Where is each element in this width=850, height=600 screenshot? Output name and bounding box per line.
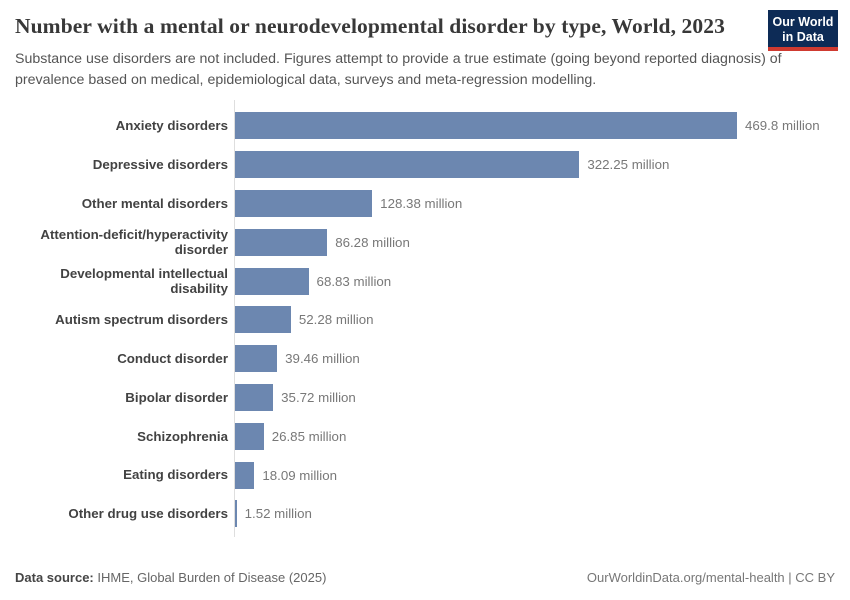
category-label: Conduct disorder bbox=[117, 351, 228, 366]
value-label: 26.85 million bbox=[271, 428, 347, 444]
bar-chart: Anxiety disorders 469.8 million Depressi… bbox=[0, 100, 850, 538]
owid-logo-line1: Our World bbox=[772, 15, 834, 29]
category-label: Depressive disorders bbox=[92, 157, 228, 173]
chart-header: Number with a mental or neurodevelopment… bbox=[0, 0, 850, 91]
bar-track: 1.52 million bbox=[235, 494, 312, 533]
category-label: Developmental intellectual disability bbox=[60, 265, 228, 297]
bar-row: Conduct disorder 39.46 million bbox=[0, 339, 850, 378]
chart-footer: Data source: IHME, Global Burden of Dise… bbox=[0, 570, 850, 600]
bar-row: Developmental intellectual disability 68… bbox=[0, 262, 850, 301]
value-label: 18.09 million bbox=[262, 467, 337, 483]
bar-track: 35.72 million bbox=[235, 378, 356, 417]
value-label: 128.38 million bbox=[380, 195, 463, 211]
category-label: Anxiety disorders bbox=[115, 118, 228, 134]
bar-row: Bipolar disorder 35.72 million bbox=[0, 378, 850, 417]
bar[interactable] bbox=[235, 151, 580, 179]
value-label: 39.46 million bbox=[285, 351, 360, 367]
bar-row: Eating disorders 18.09 million bbox=[0, 456, 850, 495]
bar-row: Autism spectrum disorders 52.28 million bbox=[0, 300, 850, 339]
bar-track: 52.28 million bbox=[235, 300, 374, 339]
chart-subtitle: Substance use disorders are not included… bbox=[15, 50, 782, 89]
bar-row: Other mental disorders 128.38 million bbox=[0, 184, 850, 223]
bar-track: 68.83 million bbox=[235, 262, 391, 301]
data-source-label: Data source: bbox=[15, 570, 94, 585]
bar-track: 18.09 million bbox=[235, 456, 337, 495]
bar-row: Attention-deficit/hyperactivity disorder… bbox=[0, 223, 850, 262]
owid-logo-line2: in Data bbox=[782, 29, 824, 44]
bar[interactable] bbox=[235, 383, 274, 411]
data-source-value: IHME, Global Burden of Disease (2025) bbox=[93, 570, 327, 585]
bar-rows: Anxiety disorders 469.8 million Depressi… bbox=[0, 106, 850, 533]
category-label: Schizophrenia bbox=[137, 428, 228, 444]
category-label: Autism spectrum disorders bbox=[55, 312, 228, 328]
value-label: 469.8 million bbox=[745, 118, 820, 134]
value-label: 68.83 million bbox=[316, 273, 392, 289]
chart-title: Number with a mental or neurodevelopment… bbox=[15, 14, 725, 38]
bar-row: Anxiety disorders 469.8 million bbox=[0, 106, 850, 145]
owid-logo[interactable]: Our World in Data bbox=[768, 10, 838, 51]
category-label: Other mental disorders bbox=[81, 195, 228, 211]
bar-track: 128.38 million bbox=[235, 184, 462, 223]
bar[interactable] bbox=[235, 189, 373, 217]
category-label: Other drug use disorders bbox=[68, 506, 228, 522]
value-label: 52.28 million bbox=[298, 312, 374, 328]
bar-row: Depressive disorders 322.25 million bbox=[0, 145, 850, 184]
y-axis-line bbox=[234, 100, 235, 538]
category-label: Eating disorders bbox=[123, 467, 228, 483]
bar-track: 86.28 million bbox=[235, 223, 410, 262]
bar-track: 26.85 million bbox=[235, 417, 346, 456]
bar-track: 469.8 million bbox=[235, 106, 820, 145]
value-label: 1.52 million bbox=[244, 506, 312, 522]
bar-row: Schizophrenia 26.85 million bbox=[0, 417, 850, 456]
bar-row: Other drug use disorders 1.52 million bbox=[0, 494, 850, 533]
value-label: 322.25 million bbox=[587, 157, 670, 173]
bar[interactable] bbox=[235, 461, 255, 489]
category-label: Bipolar disorder bbox=[125, 389, 228, 405]
bar[interactable] bbox=[235, 500, 237, 528]
bar-track: 39.46 million bbox=[235, 339, 360, 378]
bar[interactable] bbox=[235, 228, 328, 256]
bar[interactable] bbox=[235, 306, 291, 334]
bar[interactable] bbox=[235, 112, 737, 140]
category-label: Attention-deficit/hyperactivity disorder bbox=[40, 226, 228, 258]
value-label: 86.28 million bbox=[335, 234, 410, 250]
value-label: 35.72 million bbox=[281, 389, 356, 405]
bar[interactable] bbox=[235, 345, 278, 373]
bar[interactable] bbox=[235, 267, 309, 295]
bar[interactable] bbox=[235, 422, 264, 450]
bar-track: 322.25 million bbox=[235, 145, 669, 184]
credit-link[interactable]: OurWorldinData.org/mental-health | CC BY bbox=[586, 570, 835, 585]
data-source: Data source: IHME, Global Burden of Dise… bbox=[15, 570, 326, 585]
